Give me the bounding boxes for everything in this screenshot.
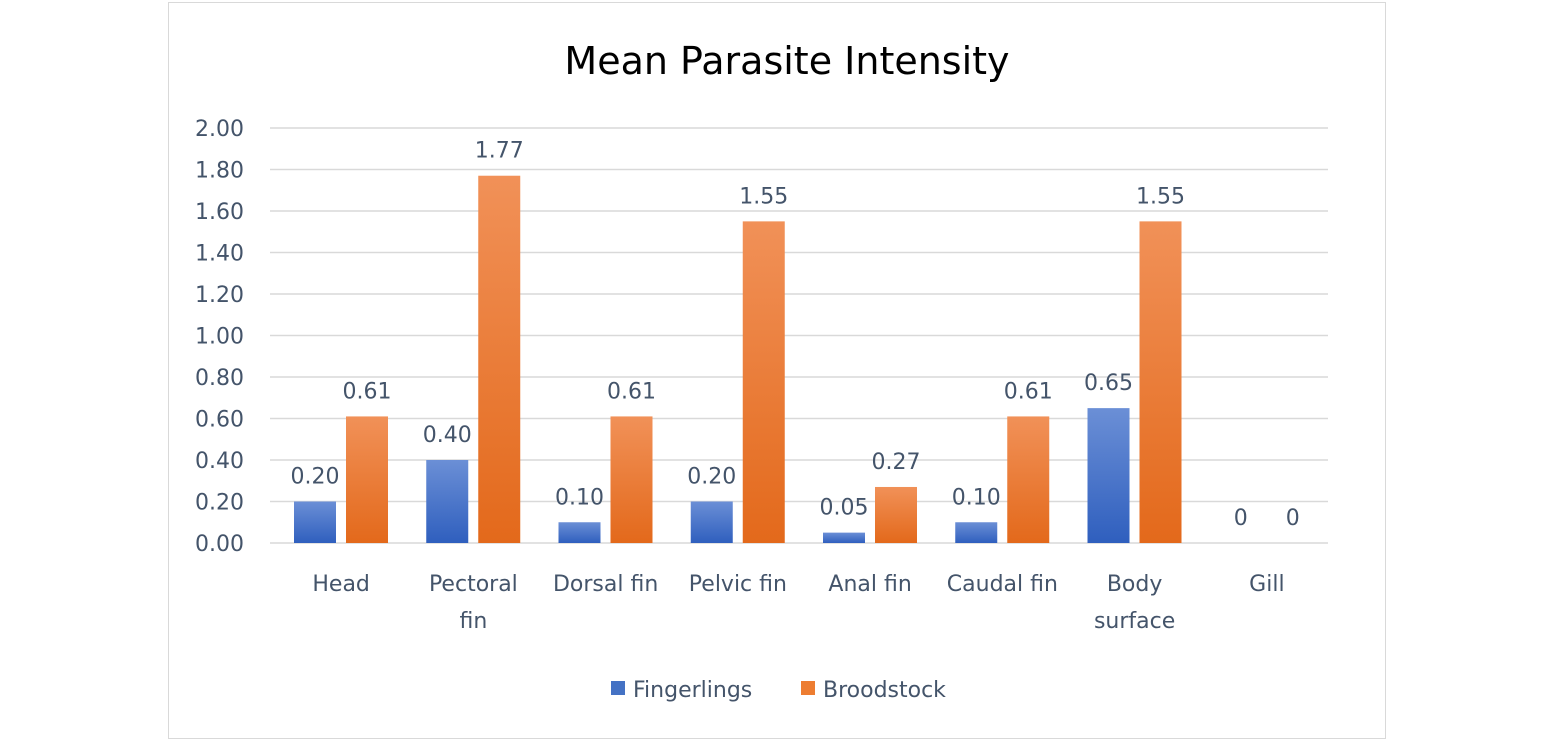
data-label: 1.55 [739, 184, 788, 209]
data-label: 1.55 [1136, 184, 1185, 209]
x-tick-label: Dorsal fin [553, 572, 658, 597]
bar-broodstock [742, 221, 785, 543]
bar-broodstock [346, 416, 388, 543]
y-tick-label: 0.20 [195, 491, 244, 516]
bar-broodstock [1139, 221, 1182, 543]
legend-swatch-fingerlings [611, 681, 625, 695]
data-label: 0.61 [607, 379, 656, 404]
data-label: 0.65 [1084, 371, 1133, 396]
bar-fingerlings [955, 522, 998, 543]
y-tick-label: 0.00 [195, 532, 244, 557]
legend-swatch-broodstock [801, 681, 815, 695]
data-label: 0.10 [555, 485, 604, 510]
x-tick-label: Gill [1249, 572, 1284, 597]
y-tick-label: 1.40 [195, 242, 244, 267]
bar-broodstock [610, 416, 653, 543]
y-tick-label: 1.20 [195, 283, 244, 308]
data-label: 0.27 [872, 450, 921, 475]
bar-fingerlings [690, 501, 733, 543]
bar-broodstock [478, 175, 521, 543]
bar-fingerlings [558, 522, 601, 543]
data-label: 0.20 [687, 465, 736, 490]
data-label: 0.20 [291, 465, 340, 490]
y-tick-label: 1.80 [195, 159, 244, 184]
bar-fingerlings [294, 501, 336, 543]
x-tick-label: Anal fin [828, 572, 911, 597]
data-label: 0.61 [343, 379, 392, 404]
y-tick-label: 0.60 [195, 408, 244, 433]
x-tick-label: Pelvic fin [689, 572, 787, 597]
bar-broodstock [875, 486, 917, 543]
data-label: 0 [1286, 506, 1300, 531]
data-label: 0.05 [820, 496, 869, 521]
y-tick-label: 0.80 [195, 366, 244, 391]
x-tick-label: Caudal fin [947, 572, 1058, 597]
x-tick-label: surface [1094, 609, 1175, 634]
y-tick-label: 2.00 [195, 117, 244, 142]
data-label: 0.40 [423, 423, 472, 448]
bar-broodstock [1007, 416, 1050, 543]
bar-fingerlings [426, 460, 469, 543]
x-tick-label: fin [459, 609, 487, 634]
bar-fingerlings [823, 532, 865, 543]
x-tick-label: Head [312, 572, 370, 597]
bar-fingerlings [1087, 408, 1130, 543]
data-label: 1.77 [475, 139, 524, 164]
data-label: 0 [1234, 506, 1248, 531]
y-tick-label: 1.00 [195, 325, 244, 350]
x-tick-label: Body [1107, 572, 1163, 597]
y-tick-label: 1.60 [195, 200, 244, 225]
data-label: 0.61 [1004, 379, 1053, 404]
legend-label: Broodstock [823, 678, 946, 703]
x-tick-label: Pectoral [429, 572, 518, 597]
legend-label: Fingerlings [633, 678, 752, 703]
y-tick-label: 0.40 [195, 449, 244, 474]
chart-title: Mean Parasite Intensity [564, 39, 1009, 83]
data-label: 0.10 [952, 485, 1001, 510]
chart-frame [168, 2, 1386, 739]
